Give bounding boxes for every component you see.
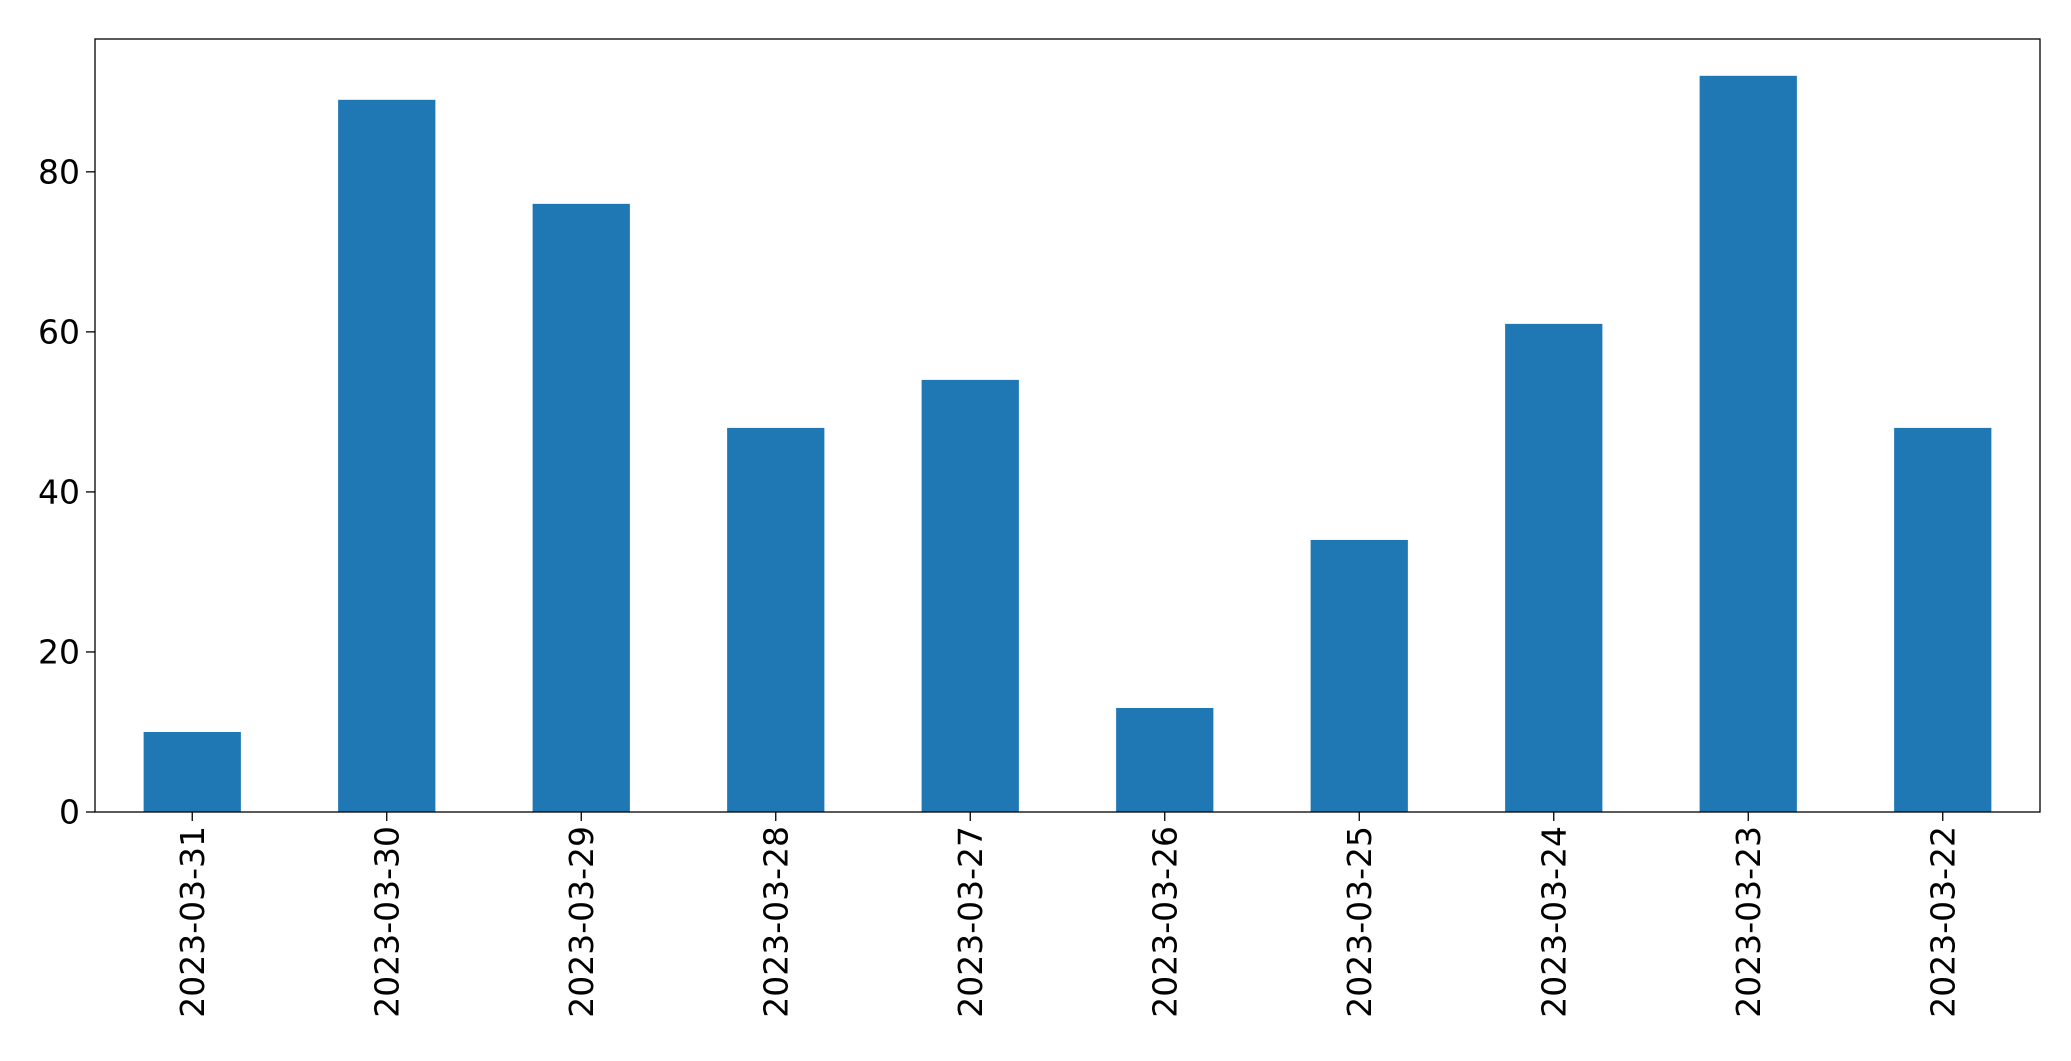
x-tick-label: 2023-03-29 xyxy=(562,826,601,1018)
x-tick-label: 2023-03-28 xyxy=(756,826,795,1018)
y-tick-label: 20 xyxy=(38,632,80,671)
y-axis: 0 20 40 60 80 xyxy=(38,152,95,832)
y-tick-label: 40 xyxy=(38,472,80,511)
bar xyxy=(1310,539,1408,812)
x-tick-label: 2023-03-27 xyxy=(951,826,990,1018)
x-axis: 2023-03-31 2023-03-30 2023-03-29 2023-03-28… xyxy=(173,812,1962,1018)
y-tick-label: 80 xyxy=(38,152,80,191)
bar xyxy=(1116,707,1214,812)
x-tick-label: 2023-03-23 xyxy=(1729,826,1768,1018)
bar xyxy=(1699,75,1797,813)
bar xyxy=(727,427,825,812)
x-tick-label: 2023-03-25 xyxy=(1340,826,1379,1018)
x-tick-label: 2023-03-26 xyxy=(1145,826,1184,1018)
bars-group xyxy=(143,75,1992,813)
x-tick-label: 2023-03-30 xyxy=(367,826,406,1018)
bar xyxy=(921,379,1019,812)
y-tick-label: 60 xyxy=(38,312,80,351)
bar xyxy=(532,203,630,812)
y-tick-label: 0 xyxy=(59,793,80,832)
bar xyxy=(1505,323,1603,812)
x-tick-label: 2023-03-31 xyxy=(173,826,212,1018)
plot-frame xyxy=(94,38,2041,813)
bar xyxy=(338,99,436,812)
bar xyxy=(143,731,241,812)
x-tick-label: 2023-03-22 xyxy=(1923,826,1962,1018)
bar xyxy=(1894,427,1992,812)
x-tick-label: 2023-03-24 xyxy=(1534,826,1573,1018)
